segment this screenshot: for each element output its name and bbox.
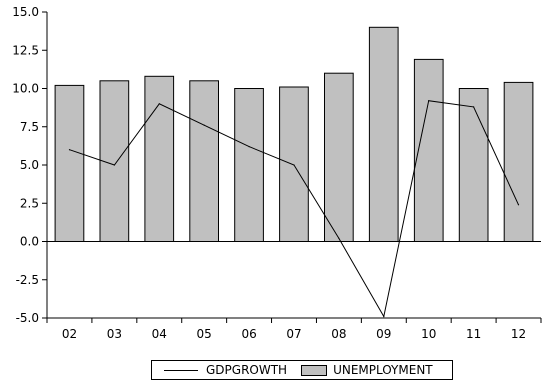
gdpgrowth-point-02 [68,149,71,151]
gdpgrowth-point-03 [113,164,115,166]
y-tick-label: 10.0 [12,82,39,96]
bars-layer [54,26,534,243]
bar-06 [234,88,264,242]
gdpgrowth-point-08 [338,237,340,239]
x-tick-label: 08 [331,327,346,341]
chart: -5.0 -2.5 0.0 2.5 5.0 7.5 10.0 12.5 15.0 02 03 04 05… [12,5,542,341]
y-tick-label: 0.0 [20,235,39,249]
gdpgrowth-point-07 [293,164,295,166]
legend: GDPGROWTH UNEMPLOYMENT [151,360,453,380]
bar-04 [144,75,175,242]
gdpgrowth-point-09 [383,315,385,318]
bar-10 [413,58,444,243]
y-tick-label: 15.0 [12,5,39,19]
y-tick-label: 12.5 [12,43,39,57]
legend-label-gdpgrowth: GDPGROWTH [206,363,288,377]
gdpgrowth-point-12 [517,204,520,206]
bar-08 [324,72,354,242]
x-tick-label: 03 [107,327,122,341]
y-tick-label: 2.5 [20,196,39,210]
y-tick-label: 7.5 [20,120,39,134]
y-tick-label: -5.0 [16,311,39,325]
legend-line-icon [164,369,198,371]
bar-07 [279,86,309,242]
x-tick-label: 07 [286,327,301,341]
gdpgrowth-point-10 [428,100,430,102]
gdpgrowth-point-11 [473,106,475,108]
bar-12 [503,81,534,243]
gdpgrowth-point-05 [203,124,205,126]
legend-item-gdpgrowth: GDPGROWTH [152,363,287,377]
legend-item-unemployment: UNEMPLOYMENT [287,363,433,377]
x-tick-label: 11 [466,327,481,341]
x-tick-label: 10 [421,327,436,341]
gdpgrowth-point-04 [158,103,160,105]
bar-11 [458,88,489,242]
x-tick-label: 05 [197,327,212,341]
bar-02 [54,84,85,243]
bar-09 [368,26,399,242]
axes-layer [42,11,542,323]
y-tick-label: -2.5 [16,273,39,287]
x-tick-label: 04 [152,327,167,341]
x-tick-label: 06 [241,327,256,341]
y-tick-label: 5.0 [20,158,39,172]
bar-03 [99,80,130,242]
gdpgrowth-point-06 [248,146,250,148]
labels-layer: -5.0 -2.5 0.0 2.5 5.0 7.5 10.0 12.5 15.0 02 03 04 05… [12,5,526,341]
x-tick-label: 12 [511,327,526,341]
line-layer [68,100,520,318]
x-tick-label: 02 [62,327,77,341]
x-tick-label: 09 [376,327,391,341]
legend-swatch-icon [301,364,328,376]
bar-05 [189,80,220,242]
legend-label-unemployment: UNEMPLOYMENT [333,363,433,377]
